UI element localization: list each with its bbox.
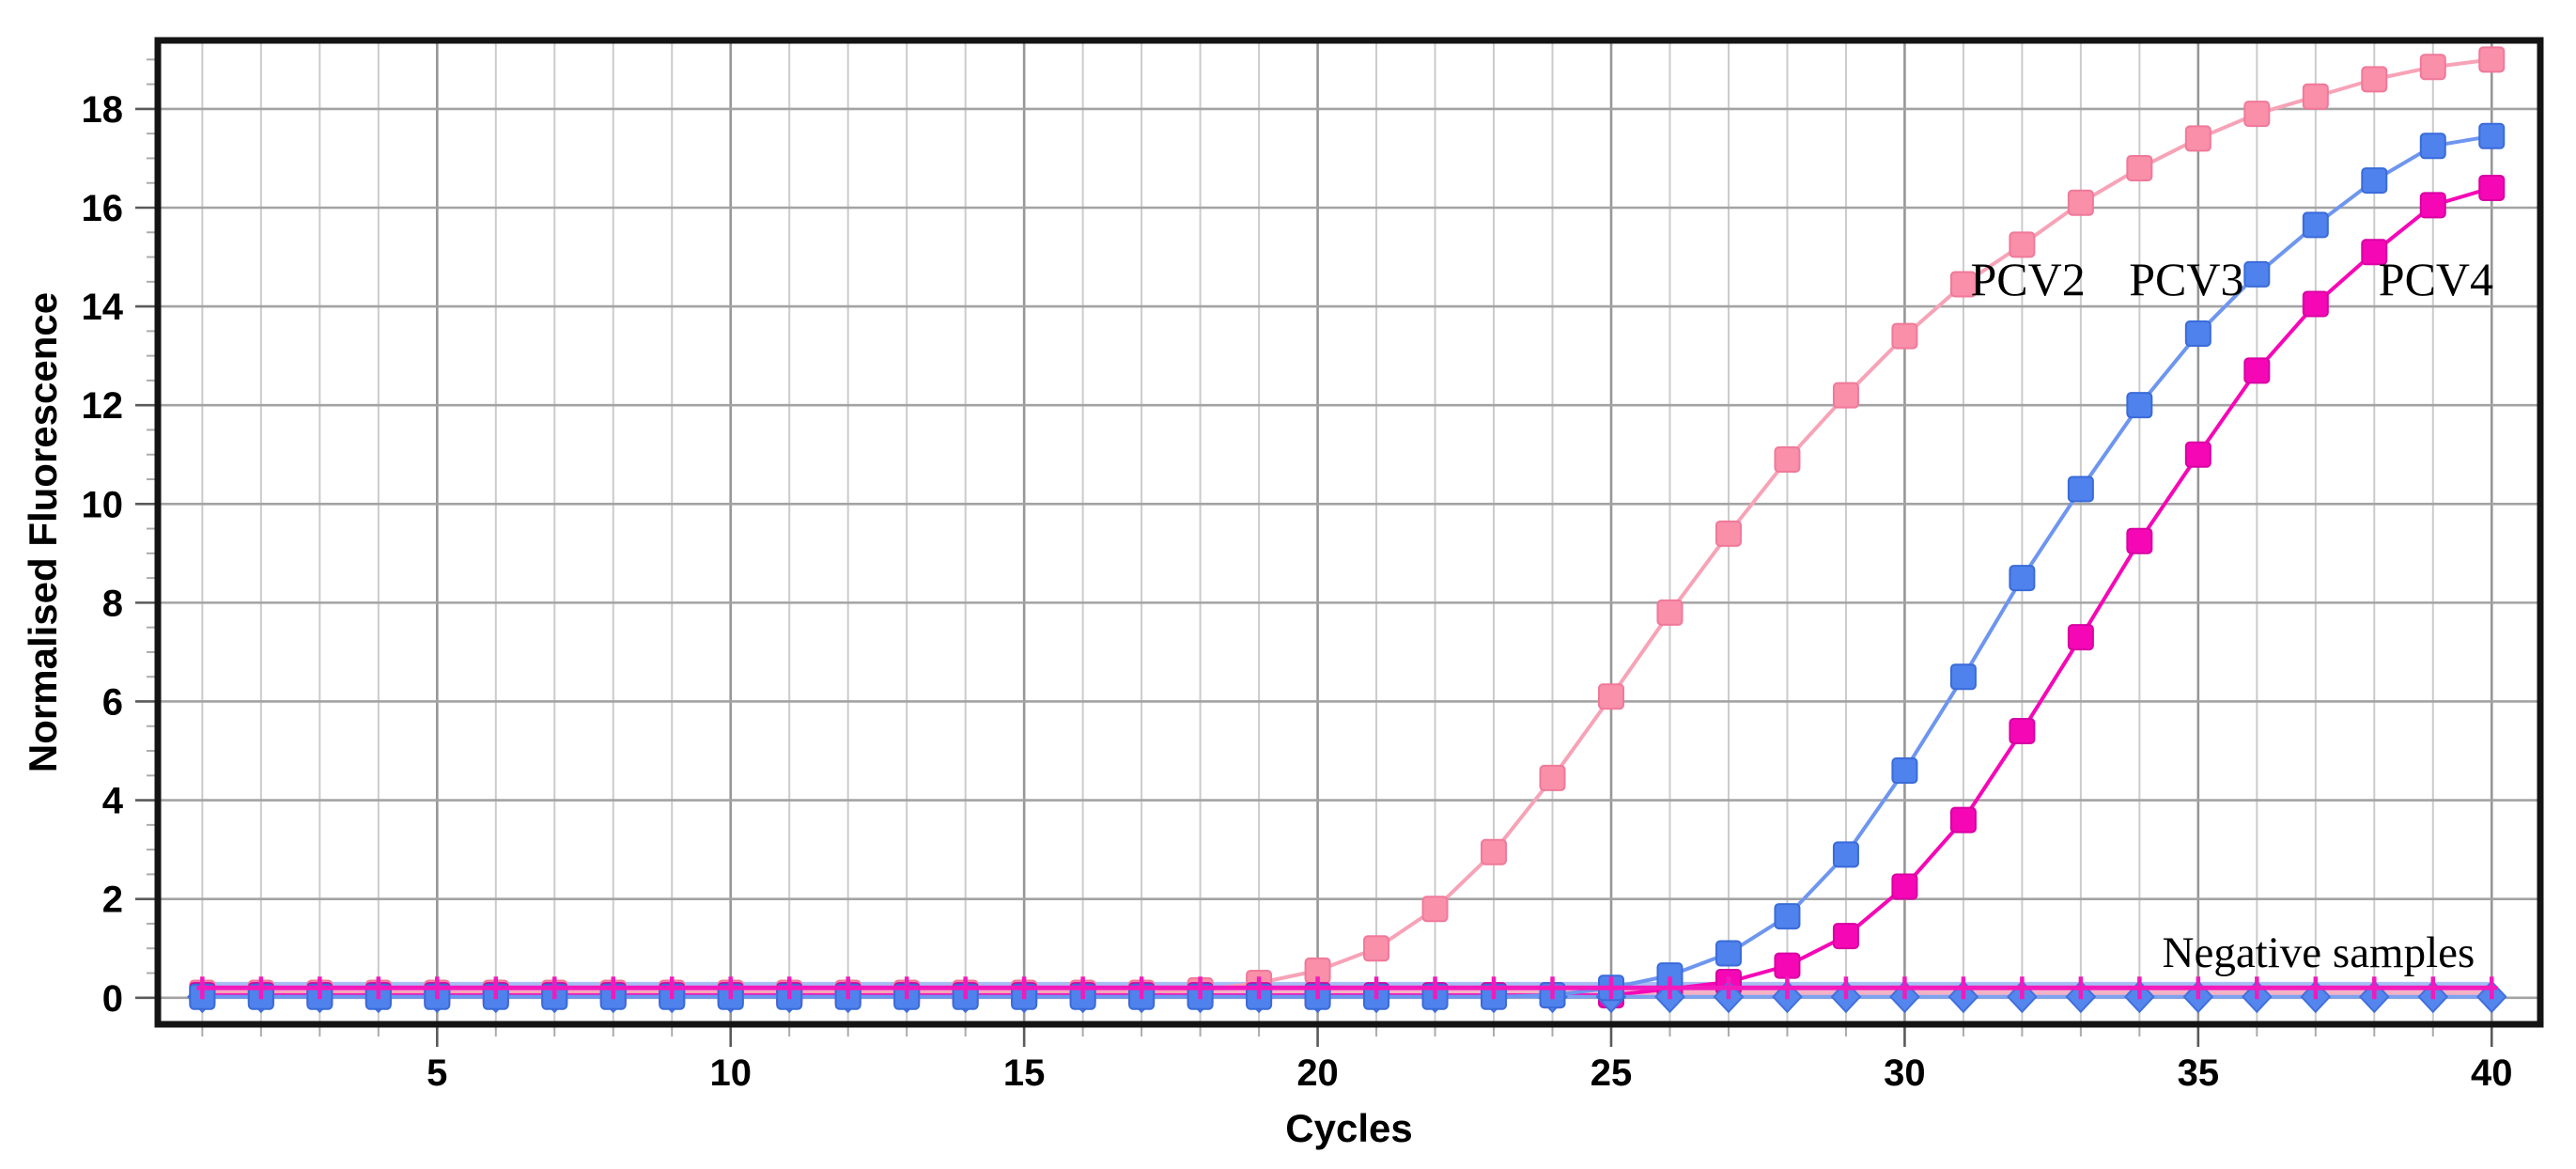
y-tick-label: 6 — [102, 681, 123, 723]
y-tick-label: 10 — [82, 484, 124, 525]
x-tick-label: 5 — [427, 1052, 447, 1094]
series-layer — [186, 46, 2507, 1014]
y-tick-label: 12 — [82, 385, 124, 427]
annotation-pcv3: PCV3 — [2129, 253, 2243, 305]
y-tick-label: 4 — [102, 781, 124, 822]
x-axis-title: Cycles — [1285, 1106, 1412, 1150]
x-tick-label: 20 — [1296, 1052, 1339, 1094]
annotation-pcv4: PCV4 — [2379, 253, 2493, 305]
y-axis-title: Normalised Fluorescence — [21, 292, 65, 772]
y-tick-label: 8 — [102, 583, 123, 624]
grid — [161, 43, 2537, 1021]
x-tick-label: 10 — [709, 1052, 752, 1094]
annotation-negative-samples: Negative samples — [2163, 928, 2475, 977]
annotation-pcv2: PCV2 — [1971, 253, 2086, 305]
x-tick-label: 40 — [2471, 1052, 2513, 1094]
y-tick-label: 14 — [82, 287, 124, 328]
y-tick-label: 18 — [82, 89, 124, 131]
axis-tick-labels: 0 2 4 6 8 10 12 14 16 18 5 10 15 20 25 30 35 40 — [82, 89, 2513, 1094]
x-tick-label: 35 — [2178, 1052, 2220, 1094]
y-tick-label: 16 — [82, 188, 124, 229]
plot-border — [154, 37, 2544, 1028]
curve-annotations: PCV2 PCV3 PCV4 Negative samples — [1971, 253, 2494, 977]
x-tick-label: 30 — [1884, 1052, 1926, 1094]
x-tick-label: 15 — [1003, 1052, 1046, 1094]
y-tick-label: 2 — [102, 880, 123, 921]
x-tick-label: 25 — [1591, 1052, 1633, 1094]
y-tick-label: 0 — [102, 978, 123, 1020]
series-negative-magenta — [196, 976, 2498, 1000]
